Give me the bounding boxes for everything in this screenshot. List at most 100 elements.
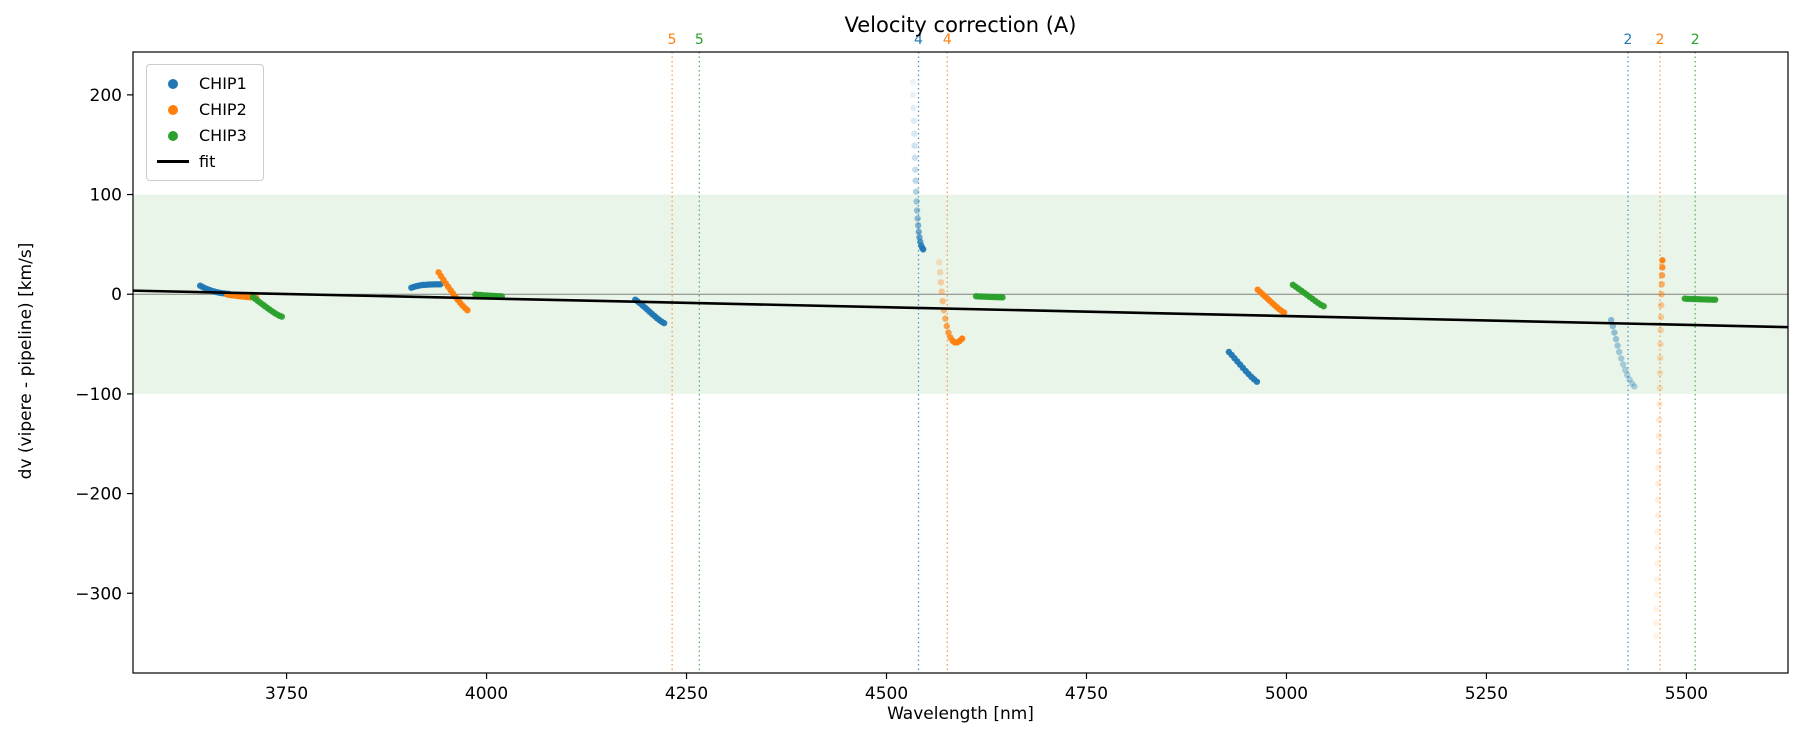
scatter-point — [1655, 448, 1663, 455]
order-vline-label: 2 — [1624, 32, 1633, 48]
scatter-point — [910, 104, 917, 112]
y-tick-label: 100 — [90, 186, 122, 206]
scatter-point — [1658, 281, 1666, 288]
line-swatch — [157, 160, 189, 163]
scatter-point — [1628, 380, 1636, 387]
dot-swatch — [168, 130, 178, 141]
scatter-point — [1612, 335, 1620, 343]
scatter-point — [1653, 606, 1660, 613]
scatter-point — [1624, 371, 1631, 379]
scatter-point — [1658, 302, 1665, 309]
legend-item-chip1: CHIP1 — [157, 74, 247, 93]
scatter-point — [939, 298, 946, 305]
scatter-point — [936, 269, 944, 276]
scatter-point — [1657, 326, 1664, 334]
scatter-point — [915, 222, 922, 229]
scatter-point — [1654, 544, 1661, 551]
scatter-point — [913, 207, 921, 214]
scatter-point — [920, 246, 927, 253]
x-tick-label: 5250 — [1465, 684, 1508, 704]
scatter-point — [1620, 361, 1627, 368]
scatter-point — [1653, 591, 1660, 598]
scatter-point — [910, 117, 918, 125]
scatter-point — [942, 315, 949, 322]
scatter-point — [938, 288, 945, 295]
fit-line — [132, 289, 1789, 329]
x-tick-label: 4500 — [865, 684, 908, 704]
scatter-point — [1616, 348, 1623, 356]
y-tick-label: −200 — [75, 485, 122, 505]
scatter-point — [1614, 342, 1621, 349]
legend: CHIP1 CHIP2 CHIP3 fit — [146, 64, 264, 181]
order-vline-label: 5 — [695, 32, 704, 48]
legend-label: CHIP2 — [199, 100, 247, 119]
scatter-point — [1655, 432, 1663, 439]
legend-dot-marker — [157, 104, 189, 115]
x-tick-label: 4000 — [465, 684, 508, 704]
x-axis-label: Wavelength [nm] — [887, 704, 1034, 724]
x-tick-label: 5500 — [1665, 684, 1708, 704]
scatter-point — [910, 91, 917, 99]
scatter-point — [1656, 384, 1664, 392]
scatter-point — [1653, 620, 1660, 627]
scatter-point — [1320, 303, 1327, 310]
legend-label: CHIP1 — [199, 74, 247, 93]
scatter-point — [1712, 296, 1719, 303]
scatter-point — [911, 130, 918, 137]
order-vline-label: 2 — [1691, 32, 1700, 48]
y-tick-label: 0 — [111, 285, 122, 305]
scatter-point — [278, 313, 285, 320]
scatter-point — [909, 78, 917, 86]
scatter-point — [912, 177, 919, 184]
legend-dot-marker — [157, 130, 189, 141]
x-tick-label: 3750 — [265, 684, 308, 704]
scatter-point — [1657, 354, 1664, 362]
legend-item-chip2: CHIP2 — [157, 100, 247, 119]
scatter-point — [1655, 464, 1662, 471]
scatter-point — [1657, 340, 1664, 348]
y-axis-label: dv (vipere - pipeline) [km/s] — [16, 242, 36, 480]
x-tick-label: 4750 — [1065, 684, 1108, 704]
scatter-point — [437, 281, 444, 288]
y-tick-label: 200 — [90, 86, 122, 106]
scatter-point — [1658, 291, 1665, 298]
scatter-point — [1280, 309, 1288, 316]
scatter-point — [936, 259, 943, 266]
legend-label: CHIP3 — [199, 126, 247, 145]
scatter-point — [1608, 316, 1615, 324]
order-vline-label: 2 — [1656, 32, 1665, 48]
dot-swatch — [168, 78, 178, 89]
x-tick-label: 5000 — [1265, 684, 1308, 704]
scatter-point — [1654, 528, 1661, 535]
scatter-point — [1659, 264, 1666, 271]
scatter-point — [1253, 378, 1261, 385]
series-chip3 — [249, 281, 1719, 320]
order-vline-label: 4 — [914, 32, 923, 48]
y-tick-label: −300 — [75, 584, 122, 604]
plot-title: Velocity correction (A) — [844, 13, 1077, 37]
scatter-point — [464, 307, 471, 314]
legend-item-fit: fit — [157, 152, 247, 171]
series-chip2 — [224, 257, 1666, 640]
scatter-point — [1656, 416, 1663, 423]
scatter-point — [911, 154, 919, 161]
scatter-point — [913, 198, 920, 205]
scatter-point — [1653, 560, 1661, 567]
scatter-point — [1656, 400, 1663, 408]
scatter-point — [958, 335, 966, 342]
scatter-point — [937, 279, 945, 286]
scatter-point — [660, 319, 668, 327]
scatter-point — [1657, 313, 1665, 321]
dot-swatch — [168, 104, 178, 115]
order-vline-label: 5 — [668, 32, 677, 48]
scatter-point — [945, 329, 952, 336]
scatter-point — [1658, 272, 1666, 279]
scatter-point — [1618, 355, 1625, 362]
scatter-point — [1622, 366, 1629, 374]
scatter-point — [943, 322, 950, 330]
scatter-point — [999, 294, 1006, 301]
scatter-point — [1655, 480, 1662, 487]
legend-item-chip3: CHIP3 — [157, 126, 247, 145]
